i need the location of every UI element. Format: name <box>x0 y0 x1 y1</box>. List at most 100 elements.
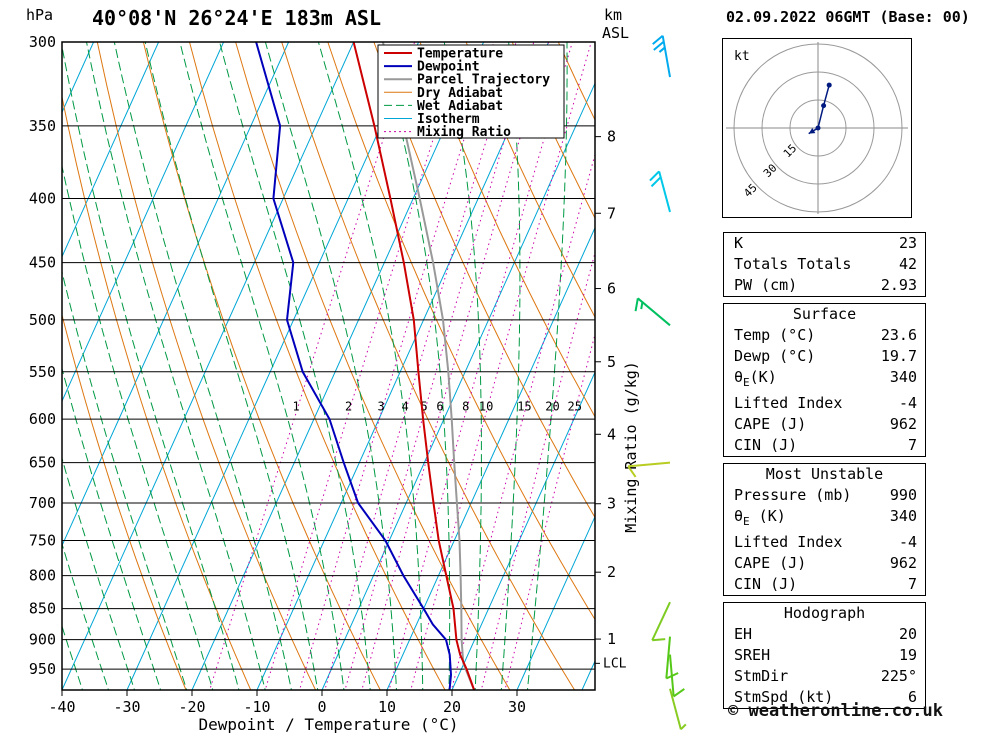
svg-text:LCL: LCL <box>603 656 627 671</box>
svg-text:20: 20 <box>443 698 461 716</box>
hodograph-unit-label: kt <box>734 49 750 64</box>
svg-text:2: 2 <box>345 400 352 414</box>
row-label: Pressure (mb) <box>734 486 852 504</box>
svg-text:5: 5 <box>421 400 428 414</box>
svg-text:ASL: ASL <box>602 24 629 42</box>
row-value: 962 <box>889 554 917 572</box>
table-row: Lifted Index -4 <box>724 532 925 553</box>
svg-text:550: 550 <box>29 363 56 381</box>
row-label: Dewp (°C) <box>734 347 816 365</box>
table-row: Pressure (mb) 990 <box>724 485 925 506</box>
row-value: 20 <box>898 625 917 643</box>
svg-text:15: 15 <box>517 400 531 414</box>
row-value: 6 <box>907 688 917 706</box>
svg-text:2: 2 <box>607 563 616 581</box>
table-row: StmSpd (kt) 6 <box>724 687 925 708</box>
svg-text:400: 400 <box>29 190 56 208</box>
stats-tables: K 23 Totals Totals 42 PW (cm) 2.93 Surface Temp… <box>723 232 926 715</box>
svg-text:700: 700 <box>29 494 56 512</box>
row-value: 340 <box>889 368 917 386</box>
table-row: K 23 <box>724 233 925 254</box>
stats-table-hodograph: Hodograph EH 20 SREH 19 StmDir 225° StmSpd (kt)… <box>723 602 926 709</box>
table-row: Totals Totals 42 <box>724 254 925 275</box>
row-value: 42 <box>898 255 917 273</box>
svg-text:4: 4 <box>607 425 616 443</box>
svg-text:Isotherm: Isotherm <box>417 112 480 127</box>
row-value: 23 <box>898 234 917 252</box>
svg-text:1: 1 <box>292 400 299 414</box>
pressure-gridlines: 300 350 400 450 500 550 600 650 700 750 800 850 900 9… <box>26 6 595 678</box>
copyright: © weatheronline.co.uk <box>728 701 943 721</box>
svg-text:7: 7 <box>607 204 616 222</box>
mixing-ratio-labels: 1 2 3 4 5 6 8 10 15 20 25 <box>292 400 581 414</box>
table-row: Lifted Index -4 <box>724 393 925 414</box>
row-label: CAPE (J) <box>734 554 807 572</box>
svg-text:8: 8 <box>462 400 469 414</box>
table-row: StmDir 225° <box>724 666 925 687</box>
row-label: Temp (°C) <box>734 326 816 344</box>
svg-text:1: 1 <box>607 630 616 648</box>
row-label: Totals Totals <box>734 255 852 273</box>
table-title: Hodograph <box>783 604 866 622</box>
row-label: Lifted Index <box>734 394 843 412</box>
row-value: 225° <box>880 667 917 685</box>
temp-axis: -40 -30 -20 -10 0 10 20 30 Dewpoint / Temperatur… <box>48 690 526 733</box>
row-label: CIN (J) <box>734 436 798 454</box>
parcel-trajectory-curve <box>381 42 476 690</box>
row-value: 2.93 <box>880 276 917 294</box>
row-value: -4 <box>898 394 917 412</box>
profile-curves <box>255 42 476 690</box>
wet-adiabat-lines <box>62 42 568 690</box>
mixing-ratio-axis-label: Mixing Ratio (g/kg) <box>622 361 640 533</box>
wind-barbs <box>627 34 687 731</box>
row-label: SREH <box>734 646 771 664</box>
table-row: SREH 19 <box>724 645 925 666</box>
svg-text:Temperature: Temperature <box>417 47 503 62</box>
svg-text:0: 0 <box>317 698 326 716</box>
svg-text:Dewpoint: Dewpoint <box>417 60 480 75</box>
row-value: 7 <box>907 575 917 593</box>
svg-text:650: 650 <box>29 454 56 472</box>
table-row: Temp (°C) 23.6 <box>724 325 925 346</box>
row-label: CIN (J) <box>734 575 798 593</box>
svg-text:600: 600 <box>29 410 56 428</box>
table-title: Surface <box>792 305 857 323</box>
row-label: StmSpd (kt) <box>734 688 834 706</box>
svg-text:6: 6 <box>607 280 616 298</box>
svg-text:30: 30 <box>508 698 526 716</box>
row-value: 340 <box>889 507 917 525</box>
table-row: EH 20 <box>724 624 925 645</box>
svg-text:950: 950 <box>29 660 56 678</box>
svg-text:20: 20 <box>545 400 559 414</box>
station-title: 40°08'N 26°24'E 183m ASL <box>92 6 381 30</box>
svg-text:10: 10 <box>479 400 493 414</box>
row-value: 23.6 <box>880 326 917 344</box>
row-value: 19.7 <box>880 347 917 365</box>
svg-text:25: 25 <box>567 400 581 414</box>
row-label: EH <box>734 625 753 643</box>
svg-text:Wet Adiabat: Wet Adiabat <box>417 99 503 114</box>
svg-text:-10: -10 <box>243 698 270 716</box>
table-row: CIN (J) 7 <box>724 574 925 595</box>
svg-text:5: 5 <box>607 353 616 371</box>
svg-text:900: 900 <box>29 631 56 649</box>
svg-text:850: 850 <box>29 600 56 618</box>
table-row: Dewp (°C) 19.7 <box>724 346 925 367</box>
svg-text:300: 300 <box>29 33 56 51</box>
svg-text:-30: -30 <box>113 698 140 716</box>
table-title: Most Unstable <box>765 465 884 483</box>
plot-border <box>61 41 596 691</box>
svg-text:-20: -20 <box>178 698 205 716</box>
row-label: θE (K) <box>734 507 786 528</box>
dewpoint-curve <box>255 42 453 690</box>
svg-text:Mixing Ratio: Mixing Ratio <box>417 125 511 140</box>
svg-text:3: 3 <box>378 400 385 414</box>
stats-table-indices: K 23 Totals Totals 42 PW (cm) 2.93 <box>723 232 926 297</box>
svg-text:3: 3 <box>607 495 616 513</box>
table-row: CAPE (J) 962 <box>724 553 925 574</box>
svg-text:hPa: hPa <box>26 6 53 24</box>
row-value: 19 <box>898 646 917 664</box>
